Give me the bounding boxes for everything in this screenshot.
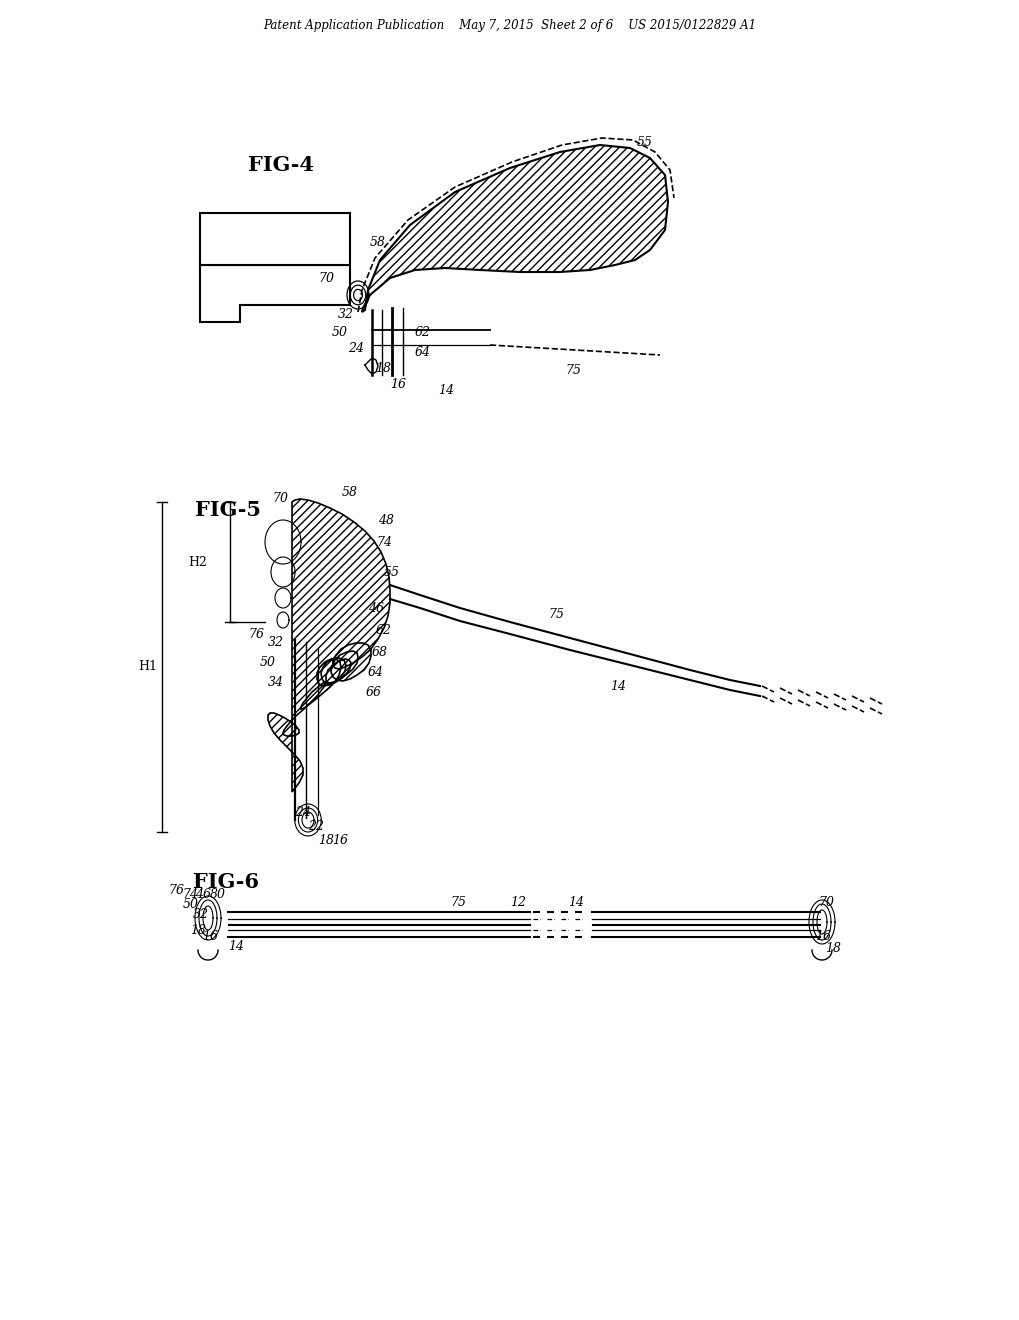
Text: H2: H2 [189, 556, 207, 569]
Text: 55: 55 [637, 136, 652, 149]
Polygon shape [362, 145, 667, 312]
Text: 24: 24 [294, 805, 311, 818]
Text: 62: 62 [415, 326, 431, 338]
Text: 55: 55 [383, 565, 399, 578]
Text: 16: 16 [331, 833, 347, 846]
Bar [200, 213, 350, 265]
Text: 14: 14 [609, 680, 626, 693]
Text: Patent Application Publication    May 7, 2015  Sheet 2 of 6    US 2015/0122829 A: Patent Application Publication May 7, 20… [263, 18, 756, 32]
Text: 58: 58 [370, 235, 385, 248]
Text: 70: 70 [817, 895, 834, 908]
Text: 16: 16 [202, 929, 218, 942]
Text: 14: 14 [228, 940, 244, 953]
Text: 66: 66 [366, 685, 382, 698]
Text: 18: 18 [190, 924, 206, 936]
Text: 18: 18 [375, 362, 390, 375]
Text: 34: 34 [268, 676, 283, 689]
Text: 32: 32 [193, 908, 209, 921]
Text: 50: 50 [260, 656, 276, 668]
Text: 48: 48 [378, 513, 393, 527]
Text: 16: 16 [814, 929, 830, 942]
Text: 24: 24 [347, 342, 364, 355]
Text: 58: 58 [341, 486, 358, 499]
Text: 74: 74 [181, 887, 198, 900]
Text: 72: 72 [265, 239, 280, 252]
Text: 12: 12 [510, 895, 526, 908]
Text: FIG-6: FIG-6 [193, 873, 259, 892]
Text: 18: 18 [824, 941, 841, 954]
Text: 46: 46 [368, 602, 383, 615]
Text: 14: 14 [437, 384, 453, 396]
Text: 68: 68 [372, 645, 387, 659]
Text: 18: 18 [318, 833, 333, 846]
Text: 70: 70 [272, 491, 287, 504]
Text: 75: 75 [565, 363, 581, 376]
Text: 76: 76 [248, 628, 264, 642]
Text: 50: 50 [331, 326, 347, 338]
Text: 22: 22 [308, 820, 324, 833]
Text: 75: 75 [547, 609, 564, 622]
Text: H1: H1 [139, 660, 157, 673]
Text: 80: 80 [210, 887, 226, 900]
Text: 64: 64 [415, 346, 431, 359]
Text: 50: 50 [182, 899, 199, 912]
Text: 74: 74 [376, 536, 391, 549]
Text: 46: 46 [195, 887, 211, 900]
Text: 76: 76 [168, 883, 183, 896]
Text: 16: 16 [389, 379, 406, 392]
Text: 70: 70 [318, 272, 333, 285]
Text: 32: 32 [337, 309, 354, 322]
Polygon shape [200, 265, 350, 322]
Text: 75: 75 [449, 895, 466, 908]
Polygon shape [268, 499, 389, 792]
Text: 32: 32 [268, 635, 283, 648]
Text: FIG-4: FIG-4 [248, 154, 314, 176]
Text: 14: 14 [568, 895, 584, 908]
Text: 64: 64 [368, 665, 383, 678]
Text: 62: 62 [376, 623, 391, 636]
Text: FIG-5: FIG-5 [195, 500, 261, 520]
